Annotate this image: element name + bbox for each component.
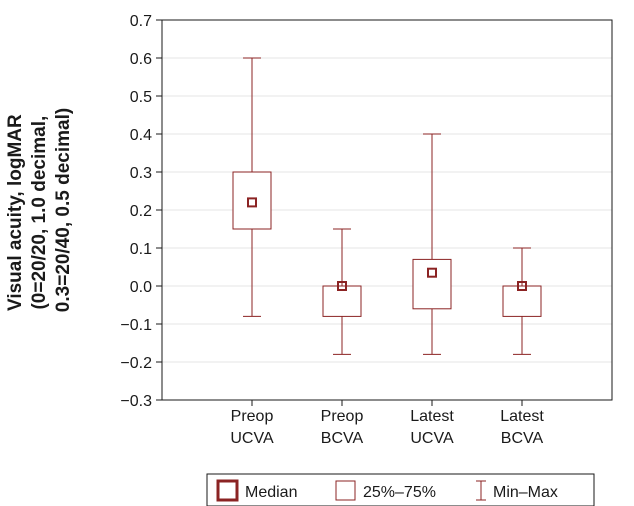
box-4 xyxy=(502,247,542,355)
y-axis-title-line-1: Visual acuity, logMAR xyxy=(5,114,26,311)
y-tick-label: −0.1 xyxy=(120,317,152,334)
legend-median-label: Median xyxy=(245,484,297,501)
legend-median-icon xyxy=(216,479,239,502)
iqr-box xyxy=(232,171,272,230)
y-tick-label: 0.6 xyxy=(130,51,152,68)
x-category-label: Preop BCVA xyxy=(321,408,364,447)
median-marker xyxy=(247,197,257,208)
y-tick-label: 0.2 xyxy=(130,203,152,220)
y-tick-label: 0.0 xyxy=(130,279,152,296)
legend: Median 25%–75% Min–Max xyxy=(206,473,595,506)
y-tick-label: −0.2 xyxy=(120,355,152,372)
y-axis: 0.7 0.6 0.5 0.4 0.3 0.2 0.1 0.0 −0.1 −0.2 −0.3 xyxy=(120,13,162,410)
legend-whisker-icon xyxy=(476,480,486,501)
box-plot-series xyxy=(232,57,542,355)
legend-box-icon xyxy=(335,480,356,501)
x-axis: Preop UCVA Preop BCVA Latest UCVA Latest BCVA xyxy=(230,400,544,447)
y-tick-label: 0.4 xyxy=(130,127,152,144)
box-2 xyxy=(322,228,362,355)
x-category-label: Preop UCVA xyxy=(230,408,274,447)
box-1 xyxy=(232,57,272,317)
iqr-box xyxy=(322,285,362,317)
grid-lines xyxy=(162,57,612,363)
median-marker xyxy=(427,267,437,278)
median-marker xyxy=(517,281,527,291)
y-axis-title-line-3: 0.3=20/40, 0.5 decimal) xyxy=(53,108,74,312)
y-tick-label: 0.5 xyxy=(130,89,152,106)
legend-whisker-label: Min–Max xyxy=(493,484,558,501)
y-tick-label: 0.1 xyxy=(130,241,152,258)
legend-frame xyxy=(206,473,595,506)
x-category-label: Latest UCVA xyxy=(410,408,454,447)
y-axis-title: Visual acuity, logMAR (0=20/20, 1.0 deci… xyxy=(5,108,74,312)
y-tick-label: −0.3 xyxy=(120,393,152,410)
y-tick-label: 0.3 xyxy=(130,165,152,182)
y-axis-title-line-2: (0=20/20, 1.0 decimal, xyxy=(29,116,50,310)
median-marker xyxy=(337,281,347,291)
iqr-box xyxy=(412,258,452,310)
box-3 xyxy=(412,133,452,355)
x-category-label: Latest BCVA xyxy=(500,408,544,447)
y-tick-label: 0.7 xyxy=(130,13,152,30)
iqr-box xyxy=(502,285,542,317)
legend-box-label: 25%–75% xyxy=(363,484,436,501)
